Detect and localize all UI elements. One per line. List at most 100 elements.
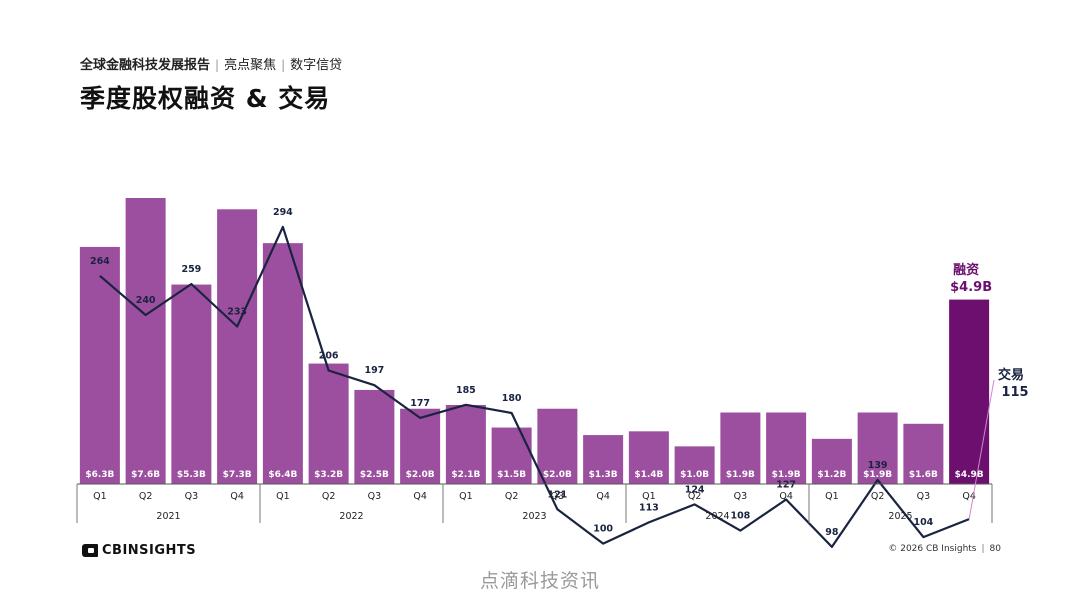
bar-value-label: $1.6B xyxy=(909,470,938,480)
x-tick-label: Q4 xyxy=(230,491,244,502)
x-tick-label: Q1 xyxy=(459,491,473,502)
page-number: 80 xyxy=(989,544,1001,554)
bar-funding xyxy=(949,299,990,484)
bar-value-label: $1.0B xyxy=(680,470,709,480)
x-tick-label: Q1 xyxy=(642,491,656,502)
bar-value-label: $2.5B xyxy=(360,470,389,480)
deals-value-label: 206 xyxy=(319,351,339,362)
topic-name: 数字信贷 xyxy=(290,58,343,73)
x-year-label: 2022 xyxy=(339,511,363,522)
bar-value-label: $1.5B xyxy=(497,470,526,480)
bar-value-label: $1.3B xyxy=(589,470,618,480)
brand-name: CBINSIGHTS xyxy=(102,543,197,558)
deals-value-label: 180 xyxy=(502,393,522,404)
x-tick-label: Q4 xyxy=(779,491,793,502)
x-tick-label: Q2 xyxy=(505,491,519,502)
x-tick-label: Q4 xyxy=(962,491,976,502)
deals-value-label: 264 xyxy=(90,256,110,267)
deals-value-label: 100 xyxy=(593,524,613,535)
bar-funding xyxy=(171,284,212,484)
x-year-label: 2023 xyxy=(522,511,546,522)
x-year-label: 2024 xyxy=(705,511,729,522)
bar-value-label: $6.4B xyxy=(268,470,297,480)
bar-value-label: $2.1B xyxy=(451,470,480,480)
bar-value-label: $2.0B xyxy=(406,470,435,480)
report-name: 全球金融科技发展报告 xyxy=(80,58,211,73)
bar-funding xyxy=(354,389,395,484)
bar-funding xyxy=(217,209,258,484)
deals-value-label: 98 xyxy=(825,527,839,538)
deals-value-label: 127 xyxy=(776,480,796,491)
section-name: 亮点聚焦 xyxy=(224,58,277,73)
x-tick-label: Q3 xyxy=(185,491,199,502)
bar-funding xyxy=(125,198,166,484)
x-tick-label: Q3 xyxy=(368,491,382,502)
x-year-label: 2021 xyxy=(156,511,180,522)
cb-logo-icon xyxy=(82,544,98,557)
bar-funding xyxy=(583,435,624,484)
deals-value-label: 294 xyxy=(273,207,293,218)
deals-line xyxy=(99,225,970,549)
bar-value-label: $1.4B xyxy=(634,470,663,480)
bar-value-label: $1.9B xyxy=(772,470,801,480)
deals-value-label: 197 xyxy=(364,365,384,376)
bar-funding xyxy=(400,408,441,484)
x-tick-label: Q1 xyxy=(93,491,107,502)
bar-funding xyxy=(445,404,486,484)
page-title: 季度股权融资 & 交易 xyxy=(80,84,331,113)
x-tick-label: Q1 xyxy=(276,491,290,502)
funding-callout-value: $4.9B xyxy=(950,280,992,295)
copyright-text: © 2026 CB Insights xyxy=(888,544,977,554)
x-tick-label: Q3 xyxy=(917,491,931,502)
bar-value-label: $5.3B xyxy=(177,470,206,480)
deals-callout-value: 115 xyxy=(1001,385,1028,400)
breadcrumb: 全球金融科技发展报告 | 亮点聚焦 | 数字信贷 xyxy=(80,54,342,73)
deals-value-label: 104 xyxy=(913,517,933,528)
bar-funding xyxy=(262,243,303,484)
deals-value-label: 121 xyxy=(547,489,567,500)
bar-value-label: $3.2B xyxy=(314,470,343,480)
deals-value-label: 113 xyxy=(639,502,659,513)
cb-insights-logo: CBINSIGHTS xyxy=(82,543,196,558)
watermark-text: 点滴科技资讯 xyxy=(479,570,600,592)
bar-value-label: $7.6B xyxy=(131,470,160,480)
x-tick-label: Q4 xyxy=(596,491,610,502)
bar-value-label: $6.3B xyxy=(85,470,114,480)
bar-value-label: $1.9B xyxy=(726,470,755,480)
x-tick-label: Q1 xyxy=(825,491,839,502)
deals-value-label: 177 xyxy=(410,398,430,409)
x-tick-label: Q2 xyxy=(871,491,885,502)
deals-callout-label: 交易 xyxy=(998,367,1024,383)
deals-value-label: 240 xyxy=(136,295,156,306)
bar-funding xyxy=(308,363,349,484)
bar-funding xyxy=(491,427,532,484)
bar-value-label: $4.9B xyxy=(955,470,984,480)
deals-value-label: 233 xyxy=(227,306,247,317)
deals-value-label: 124 xyxy=(685,484,705,495)
funding-callout-label: 融资 xyxy=(953,262,979,278)
bar-funding xyxy=(720,412,761,484)
bar-funding xyxy=(537,408,578,484)
x-tick-label: Q4 xyxy=(413,491,427,502)
bar-funding xyxy=(811,438,852,484)
deals-value-label: 185 xyxy=(456,385,476,396)
deals-value-label: 108 xyxy=(730,511,750,522)
x-tick-label: Q2 xyxy=(688,491,702,502)
breadcrumb-separator: | xyxy=(215,58,220,72)
deals-value-label: 259 xyxy=(181,264,201,275)
bar-value-label: $1.2B xyxy=(817,470,846,480)
bar-value-label: $7.3B xyxy=(223,470,252,480)
report-header: 全球金融科技发展报告 | 亮点聚焦 | 数字信贷 季度股权融资 & 交易 xyxy=(80,54,342,115)
bar-value-label: $1.9B xyxy=(863,470,892,480)
bar-funding xyxy=(766,412,807,484)
x-tick-label: Q3 xyxy=(551,491,565,502)
breadcrumb-separator: | xyxy=(281,58,286,72)
bar-funding xyxy=(79,246,120,484)
bar-value-label: $2.0B xyxy=(543,470,572,480)
bar-funding xyxy=(857,412,898,484)
x-tick-label: Q2 xyxy=(322,491,336,502)
bar-funding xyxy=(674,446,715,484)
deals-value-label: 139 xyxy=(868,460,888,471)
x-year-label: 2025 xyxy=(888,511,912,522)
